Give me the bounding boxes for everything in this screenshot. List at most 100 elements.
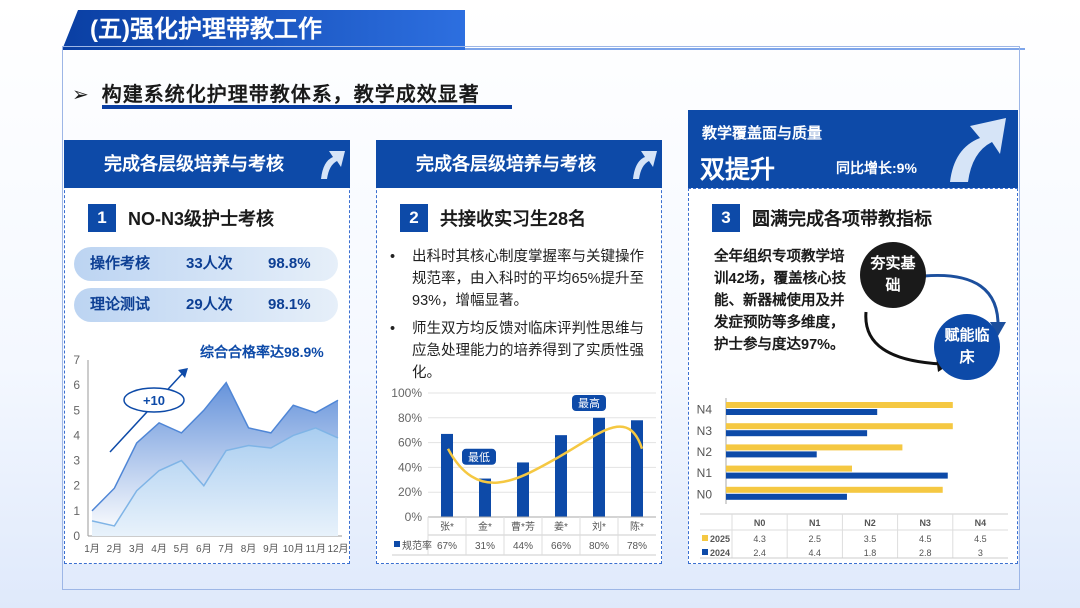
assessment-row-operation: 操作考核 33人次 98.8% [74, 247, 338, 281]
hbar-2025-N4 [726, 402, 953, 408]
up-arrow-icon [950, 118, 1006, 182]
x-tick-label: 1月 [84, 543, 100, 555]
pass-rate-note: 综合合格率达98.9% [200, 344, 324, 360]
data-label: 4.5 [919, 534, 932, 544]
subtitle: ➢ 构建系统化护理带教体系，教学成效显著 [72, 78, 512, 109]
table-header: N4 [975, 518, 987, 528]
bar-张* [441, 433, 453, 517]
data-label: 2.4 [753, 548, 766, 558]
data-label: 31% [475, 541, 495, 552]
y-tick-label: 1 [73, 504, 80, 518]
y-tick-label: 5 [73, 403, 80, 417]
circle-foundation-label: 夯实基础 [870, 255, 916, 294]
data-label: 3 [978, 548, 983, 558]
x-tick-label: 张* [440, 521, 454, 533]
plus-label: +10 [143, 393, 165, 408]
legend-label: 2024 [710, 548, 730, 558]
legend-label: 2025 [710, 534, 730, 544]
panel2-header: 完成各层级培养与考核 [376, 140, 662, 188]
data-label: 4.5 [974, 534, 987, 544]
data-label: 4.3 [753, 534, 766, 544]
y-tick-label: N4 [697, 403, 713, 417]
bar-陈* [631, 420, 643, 517]
hbar-2024-N2 [726, 451, 817, 458]
x-tick-label: 7月 [218, 543, 234, 555]
section1-title: 1 NO-N3级护士考核 [88, 204, 274, 232]
panel2-header-label: 完成各层级培养与考核 [416, 154, 596, 174]
row-label: 操作考核 [90, 255, 151, 272]
coverage-line1: 教学覆盖面与质量 [702, 125, 823, 142]
up-arrow-icon [633, 151, 657, 179]
hbar-2024-N0 [726, 493, 847, 500]
section1-number: 1 [88, 204, 116, 232]
up-arrow-icon [321, 151, 345, 179]
row-count: 29人次 [186, 296, 233, 313]
trend-arrow [109, 373, 183, 453]
bullet-item: 出科时其核心制度掌握率与关键操作规范率，由入科时的平均65%提升至93%，增幅显… [390, 246, 652, 312]
section2-number: 2 [400, 204, 428, 232]
panel1-header-label: 完成各层级培养与考核 [104, 154, 284, 174]
circle-empower: 赋能临床 [934, 314, 1000, 380]
circle-foundation: 夯实基础 [860, 242, 926, 308]
table-header: N3 [919, 518, 931, 528]
y-tick-label: 6 [73, 378, 80, 392]
low-tag-box [462, 448, 496, 465]
bullet-item: 师生双方均反馈对临床评判性思维与应急处理能力的培养得到了实质性强化。 [390, 318, 652, 384]
hbar-2025-N1 [726, 465, 852, 472]
x-tick-label: 9月 [263, 543, 279, 555]
bar-金* [479, 478, 491, 517]
hbar-2024-N3 [726, 430, 868, 437]
data-label: 2.8 [919, 548, 932, 558]
hbar-2024-N4 [726, 409, 878, 415]
x-tick-label: 8月 [241, 543, 257, 555]
hbar-2025-N2 [726, 444, 903, 451]
row-rate: 98.8% [268, 255, 311, 272]
x-tick-label: 10月 [283, 543, 304, 555]
area-chart: 0 1 2 3 4 5 6 7 1月 2月 3月 4月 5月 6月 7月 8月 9月 10月 11月 12月 +10 [73, 353, 348, 555]
legend-swatch [702, 549, 708, 555]
table-header: N2 [864, 518, 876, 528]
bar-刘* [593, 417, 605, 517]
subtitle-text: 构建系统化护理带教体系，教学成效显著 [101, 84, 480, 106]
x-tick-label: 3月 [129, 543, 145, 555]
y-tick-label: 7 [73, 353, 80, 367]
area-series-2 [92, 427, 338, 536]
x-tick-label: 曹*芳 [511, 520, 535, 533]
area-line-2 [91, 427, 339, 527]
section3-text: 圆满完成各项带教指标 [752, 209, 932, 229]
x-tick-label: 刘* [592, 521, 606, 533]
panel1-header: 完成各层级培养与考核 [64, 140, 350, 188]
y-tick-label: 2 [73, 479, 80, 493]
y-tick-label: N3 [697, 424, 713, 438]
section1-text: NO-N3级护士考核 [128, 209, 275, 229]
data-label: 78% [627, 541, 647, 552]
plus-badge [123, 387, 185, 413]
table-header: N1 [809, 518, 821, 528]
y-tick-label: 40% [398, 460, 422, 474]
row-label: 理论测试 [90, 296, 151, 313]
data-label: 67% [437, 541, 457, 552]
coverage-growth: 同比增长:9% [836, 160, 917, 176]
y-tick-label: N1 [697, 466, 713, 480]
low-tag: 最低 [468, 451, 490, 464]
high-tag-box [572, 395, 606, 411]
y-tick-label: 60% [398, 436, 422, 450]
data-label: 3.5 [864, 534, 877, 544]
hbar-2024-N1 [726, 472, 948, 479]
intern-bullets: 出科时其核心制度掌握率与关键操作规范率，由入科时的平均65%提升至93%，增幅显… [390, 246, 652, 384]
table-header: N0 [754, 518, 766, 528]
y-tick-label: N2 [697, 445, 713, 459]
assessment-row-theory: 理论测试 29人次 98.1% [74, 288, 338, 322]
section3-number: 3 [712, 204, 740, 232]
data-label: 2.5 [809, 534, 822, 544]
data-label: 44% [513, 541, 533, 552]
section2-text: 共接收实习生28名 [440, 209, 587, 229]
x-tick-label: 11月 [305, 543, 325, 555]
data-label: 4.4 [809, 548, 822, 558]
trend-curve [446, 425, 644, 484]
data-label: 1.8 [864, 548, 877, 558]
bar-chart: 0% 20% 40% 60% 80% 100% 最低 最高张* 67% 金* 31% 曹*芳 44% 姜*… [391, 386, 656, 556]
coverage-banner: 教学覆盖面与质量 双提升 同比增长:9% [688, 110, 1018, 188]
y-tick-label: 0 [73, 529, 80, 543]
y-tick-label: 4 [73, 428, 80, 442]
